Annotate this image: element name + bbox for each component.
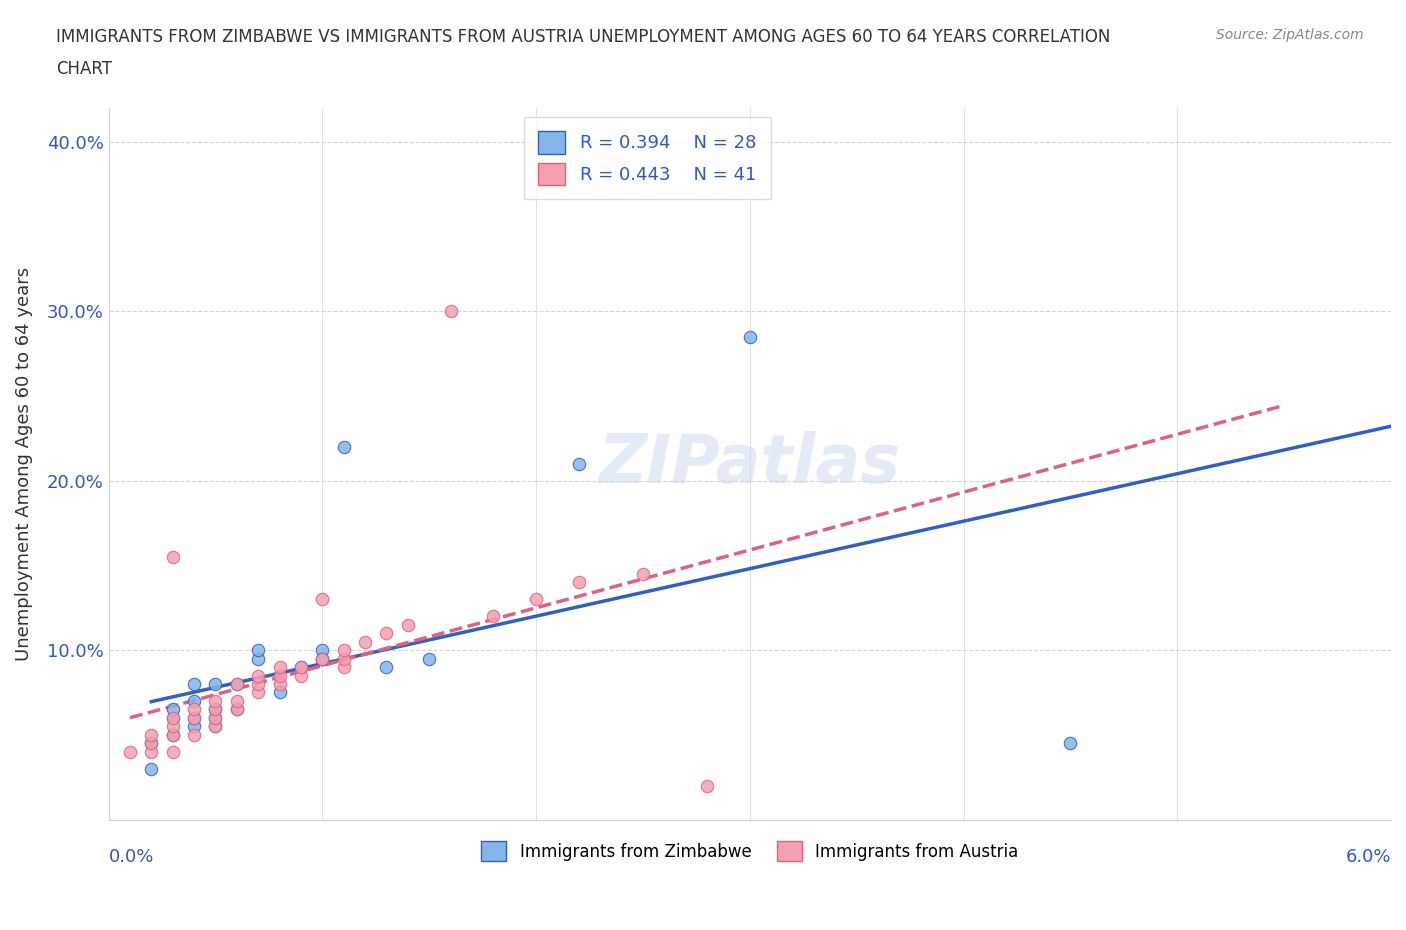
Point: [631, 566, 654, 581]
Point: [247, 643, 270, 658]
Point: [183, 702, 205, 717]
Point: [204, 711, 226, 725]
Point: [332, 651, 354, 666]
Point: [1059, 736, 1081, 751]
Point: [354, 634, 377, 649]
Point: [162, 744, 184, 759]
Point: [183, 711, 205, 725]
Point: [269, 668, 291, 683]
Point: [204, 702, 226, 717]
Point: [247, 676, 270, 691]
Point: [225, 694, 247, 709]
Point: [269, 676, 291, 691]
Point: [269, 685, 291, 700]
Point: [290, 659, 312, 674]
Text: IMMIGRANTS FROM ZIMBABWE VS IMMIGRANTS FROM AUSTRIA UNEMPLOYMENT AMONG AGES 60 T: IMMIGRANTS FROM ZIMBABWE VS IMMIGRANTS F…: [56, 28, 1111, 46]
Legend: Immigrants from Zimbabwe, Immigrants from Austria: Immigrants from Zimbabwe, Immigrants fro…: [475, 834, 1025, 868]
Point: [332, 643, 354, 658]
Point: [162, 711, 184, 725]
Point: [162, 702, 184, 717]
Point: [568, 457, 591, 472]
Point: [247, 685, 270, 700]
Point: [204, 719, 226, 734]
Point: [183, 711, 205, 725]
Point: [311, 643, 333, 658]
Point: [311, 651, 333, 666]
Point: [162, 711, 184, 725]
Text: 0.0%: 0.0%: [108, 848, 155, 866]
Point: [311, 651, 333, 666]
Point: [225, 702, 247, 717]
Text: ZIPatlas: ZIPatlas: [599, 431, 901, 497]
Point: [183, 719, 205, 734]
Point: [524, 591, 547, 606]
Point: [204, 711, 226, 725]
Point: [418, 651, 440, 666]
Point: [311, 591, 333, 606]
Point: [375, 626, 398, 641]
Point: [183, 727, 205, 742]
Point: [204, 676, 226, 691]
Point: [290, 659, 312, 674]
Point: [162, 719, 184, 734]
Point: [118, 744, 141, 759]
Point: [225, 676, 247, 691]
Point: [141, 762, 163, 777]
Point: [162, 550, 184, 565]
Point: [439, 304, 461, 319]
Point: [204, 694, 226, 709]
Point: [290, 668, 312, 683]
Point: [568, 575, 591, 590]
Point: [332, 439, 354, 454]
Point: [396, 618, 419, 632]
Point: [332, 659, 354, 674]
Point: [141, 736, 163, 751]
Point: [162, 727, 184, 742]
Point: [141, 727, 163, 742]
Point: [204, 719, 226, 734]
Point: [183, 694, 205, 709]
Point: [247, 668, 270, 683]
Point: [738, 329, 761, 344]
Point: [269, 659, 291, 674]
Point: [482, 609, 505, 624]
Point: [225, 702, 247, 717]
Point: [141, 736, 163, 751]
Y-axis label: Unemployment Among Ages 60 to 64 years: Unemployment Among Ages 60 to 64 years: [15, 267, 32, 661]
Text: CHART: CHART: [56, 60, 112, 78]
Point: [204, 702, 226, 717]
Point: [183, 676, 205, 691]
Point: [141, 744, 163, 759]
Point: [162, 727, 184, 742]
Point: [696, 778, 718, 793]
Point: [247, 651, 270, 666]
Text: Source: ZipAtlas.com: Source: ZipAtlas.com: [1216, 28, 1364, 42]
Point: [225, 676, 247, 691]
Text: 6.0%: 6.0%: [1346, 848, 1391, 866]
Point: [375, 659, 398, 674]
Point: [311, 651, 333, 666]
